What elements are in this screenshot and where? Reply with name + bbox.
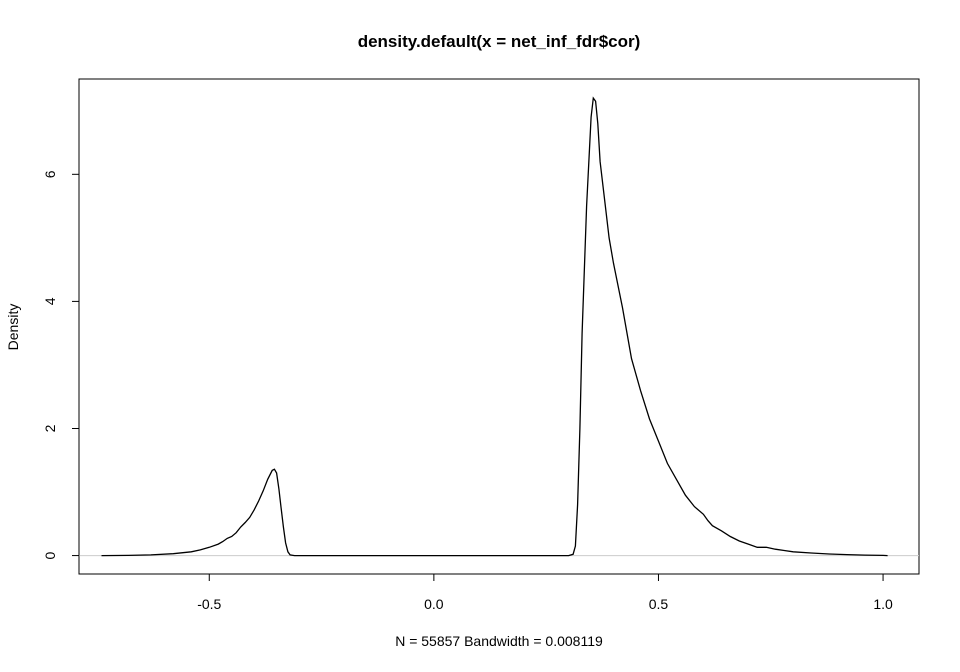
x-tick-label: 1.0 [873,596,893,612]
x-axis: -0.5 0.0 0.5 1.0 [197,573,893,612]
y-axis-label: Density [5,304,21,351]
x-tick-label: -0.5 [197,596,221,612]
x-axis-label: N = 55857 Bandwidth = 0.008119 [395,633,603,649]
y-tick-label: 0 [42,551,58,559]
y-axis: 0 2 4 6 [42,170,80,559]
chart-title: density.default(x = net_inf_fdr$cor) [358,32,641,51]
x-tick-label: 0.5 [649,596,669,612]
y-tick-label: 2 [42,424,58,432]
y-tick-label: 4 [42,297,58,305]
plot-frame [78,78,920,575]
y-tick-label: 6 [42,170,58,178]
density-curve [101,96,888,557]
x-tick-label: 0.0 [424,596,444,612]
